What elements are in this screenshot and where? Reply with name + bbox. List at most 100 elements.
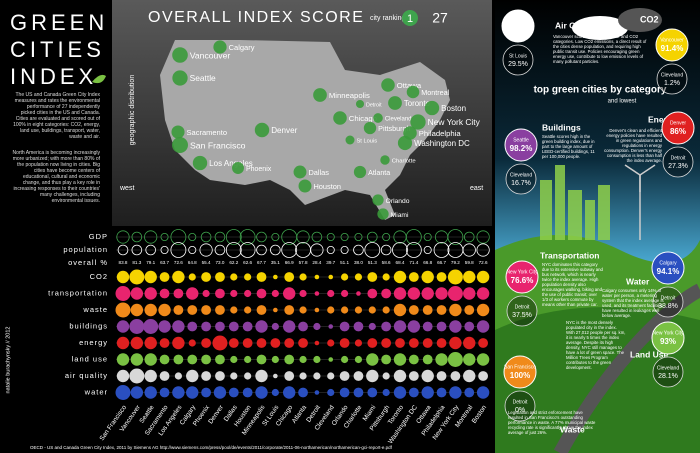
rating-circle bbox=[436, 371, 447, 381]
rating-circle bbox=[281, 242, 298, 258]
map-city-dot bbox=[372, 194, 384, 206]
rating-circle bbox=[449, 386, 462, 399]
rating-circle bbox=[201, 272, 212, 282]
top-city-badge bbox=[661, 111, 695, 145]
rating-circle bbox=[422, 321, 433, 332]
rating-circle bbox=[327, 372, 335, 380]
row-label: CO2 bbox=[90, 272, 108, 281]
categories-title: top green cities by category bbox=[534, 85, 667, 96]
rating-circle bbox=[172, 336, 185, 350]
rating-circle bbox=[130, 287, 144, 300]
rating-circle bbox=[476, 303, 490, 317]
overall-score: 81.3 bbox=[132, 260, 141, 265]
overall-score: 51.1 bbox=[340, 260, 349, 265]
top-score: 76.6% bbox=[511, 276, 534, 285]
map-city-dot bbox=[172, 137, 188, 153]
map-city-label: Charlotte bbox=[392, 159, 417, 165]
rating-circle bbox=[228, 321, 239, 332]
map-city-dot bbox=[293, 165, 307, 179]
rating-circle bbox=[382, 232, 391, 241]
rating-circle bbox=[215, 354, 225, 365]
row-label: population bbox=[63, 245, 108, 254]
rating-circle bbox=[284, 338, 295, 348]
rating-circle bbox=[116, 270, 130, 284]
rating-circle bbox=[328, 324, 334, 329]
category-name: Land Use bbox=[630, 349, 669, 359]
rating-circle bbox=[159, 354, 170, 365]
overall-score: 28.4 bbox=[312, 260, 321, 265]
top-city-badge bbox=[655, 28, 689, 62]
overall-score: 38.0 bbox=[354, 260, 363, 265]
rating-circle bbox=[421, 386, 434, 399]
rating-circle bbox=[366, 369, 379, 383]
rating-circle bbox=[354, 339, 363, 347]
category-name: Water bbox=[626, 276, 650, 286]
overall-score: 79.1 bbox=[146, 260, 155, 265]
map-city-label: Phoenix bbox=[246, 166, 272, 173]
rating-circle bbox=[273, 274, 278, 280]
rating-circle bbox=[366, 231, 378, 243]
top-city: New York City bbox=[506, 269, 538, 275]
source-credit: OECD - US and Canada Green City Index, 2… bbox=[30, 445, 393, 450]
rating-circle bbox=[201, 387, 212, 398]
intro-paragraph: North America is becoming increasingly m… bbox=[12, 150, 100, 204]
rating-circle bbox=[463, 287, 476, 300]
overall-score: 67.7 bbox=[257, 260, 266, 265]
low-city-badge bbox=[502, 44, 534, 76]
rating-circle bbox=[341, 306, 349, 314]
row-label: water bbox=[84, 387, 108, 396]
low-score: 37.5% bbox=[512, 312, 532, 319]
rating-circle bbox=[368, 322, 376, 331]
low-city: Cleveland bbox=[661, 72, 683, 78]
rating-circle bbox=[299, 355, 307, 364]
rating-circle bbox=[392, 242, 408, 258]
row-label: air quality bbox=[65, 371, 108, 380]
map-city-dot bbox=[355, 99, 365, 109]
map-title: OVERALL INDEX SCORE bbox=[148, 9, 364, 26]
rating-circle bbox=[478, 338, 488, 348]
top-score: 91.4% bbox=[661, 44, 684, 53]
rating-circle bbox=[407, 287, 421, 300]
rating-circle bbox=[255, 320, 268, 333]
rating-circle bbox=[213, 386, 227, 399]
rating-circle bbox=[367, 272, 378, 282]
rating-circle bbox=[225, 229, 242, 245]
rating-circle bbox=[145, 244, 157, 256]
rating-circle bbox=[328, 274, 334, 280]
rating-circle bbox=[463, 270, 476, 284]
rating-circle bbox=[327, 306, 335, 314]
rating-circle bbox=[447, 269, 463, 285]
rating-circle bbox=[131, 231, 143, 243]
low-score: 0% bbox=[515, 407, 525, 414]
rating-circle bbox=[158, 320, 171, 333]
map-city-dot bbox=[213, 40, 227, 54]
rating-circle bbox=[464, 305, 475, 315]
rating-circle bbox=[199, 243, 213, 257]
rating-circle bbox=[340, 232, 349, 241]
rating-circle bbox=[422, 354, 433, 365]
map-city-dot bbox=[373, 113, 383, 123]
rating-circle bbox=[215, 321, 225, 332]
low-score: 38.8% bbox=[658, 303, 678, 310]
low-city: St Louis bbox=[509, 53, 528, 59]
rating-circle bbox=[170, 242, 187, 258]
rating-circle bbox=[339, 387, 350, 398]
rating-circle bbox=[144, 287, 157, 300]
rating-circle bbox=[353, 321, 364, 332]
top-score: 98.2% bbox=[510, 144, 533, 153]
rating-circle bbox=[188, 273, 196, 281]
rating-circle bbox=[174, 372, 182, 380]
rating-circle bbox=[447, 229, 464, 245]
map-city-dot bbox=[381, 78, 395, 92]
overall-score: 59.8 bbox=[465, 260, 474, 265]
rating-circle bbox=[313, 372, 321, 380]
rank-badge bbox=[402, 10, 418, 26]
map-city-label: Seattle bbox=[190, 73, 216, 83]
rating-circle bbox=[366, 353, 379, 366]
west-label: west bbox=[119, 185, 134, 192]
category-text: NYC dominates this category due to its e… bbox=[542, 262, 603, 307]
rating-circle bbox=[244, 289, 252, 298]
rating-circle bbox=[256, 338, 267, 348]
row-label: transportation bbox=[48, 288, 108, 297]
